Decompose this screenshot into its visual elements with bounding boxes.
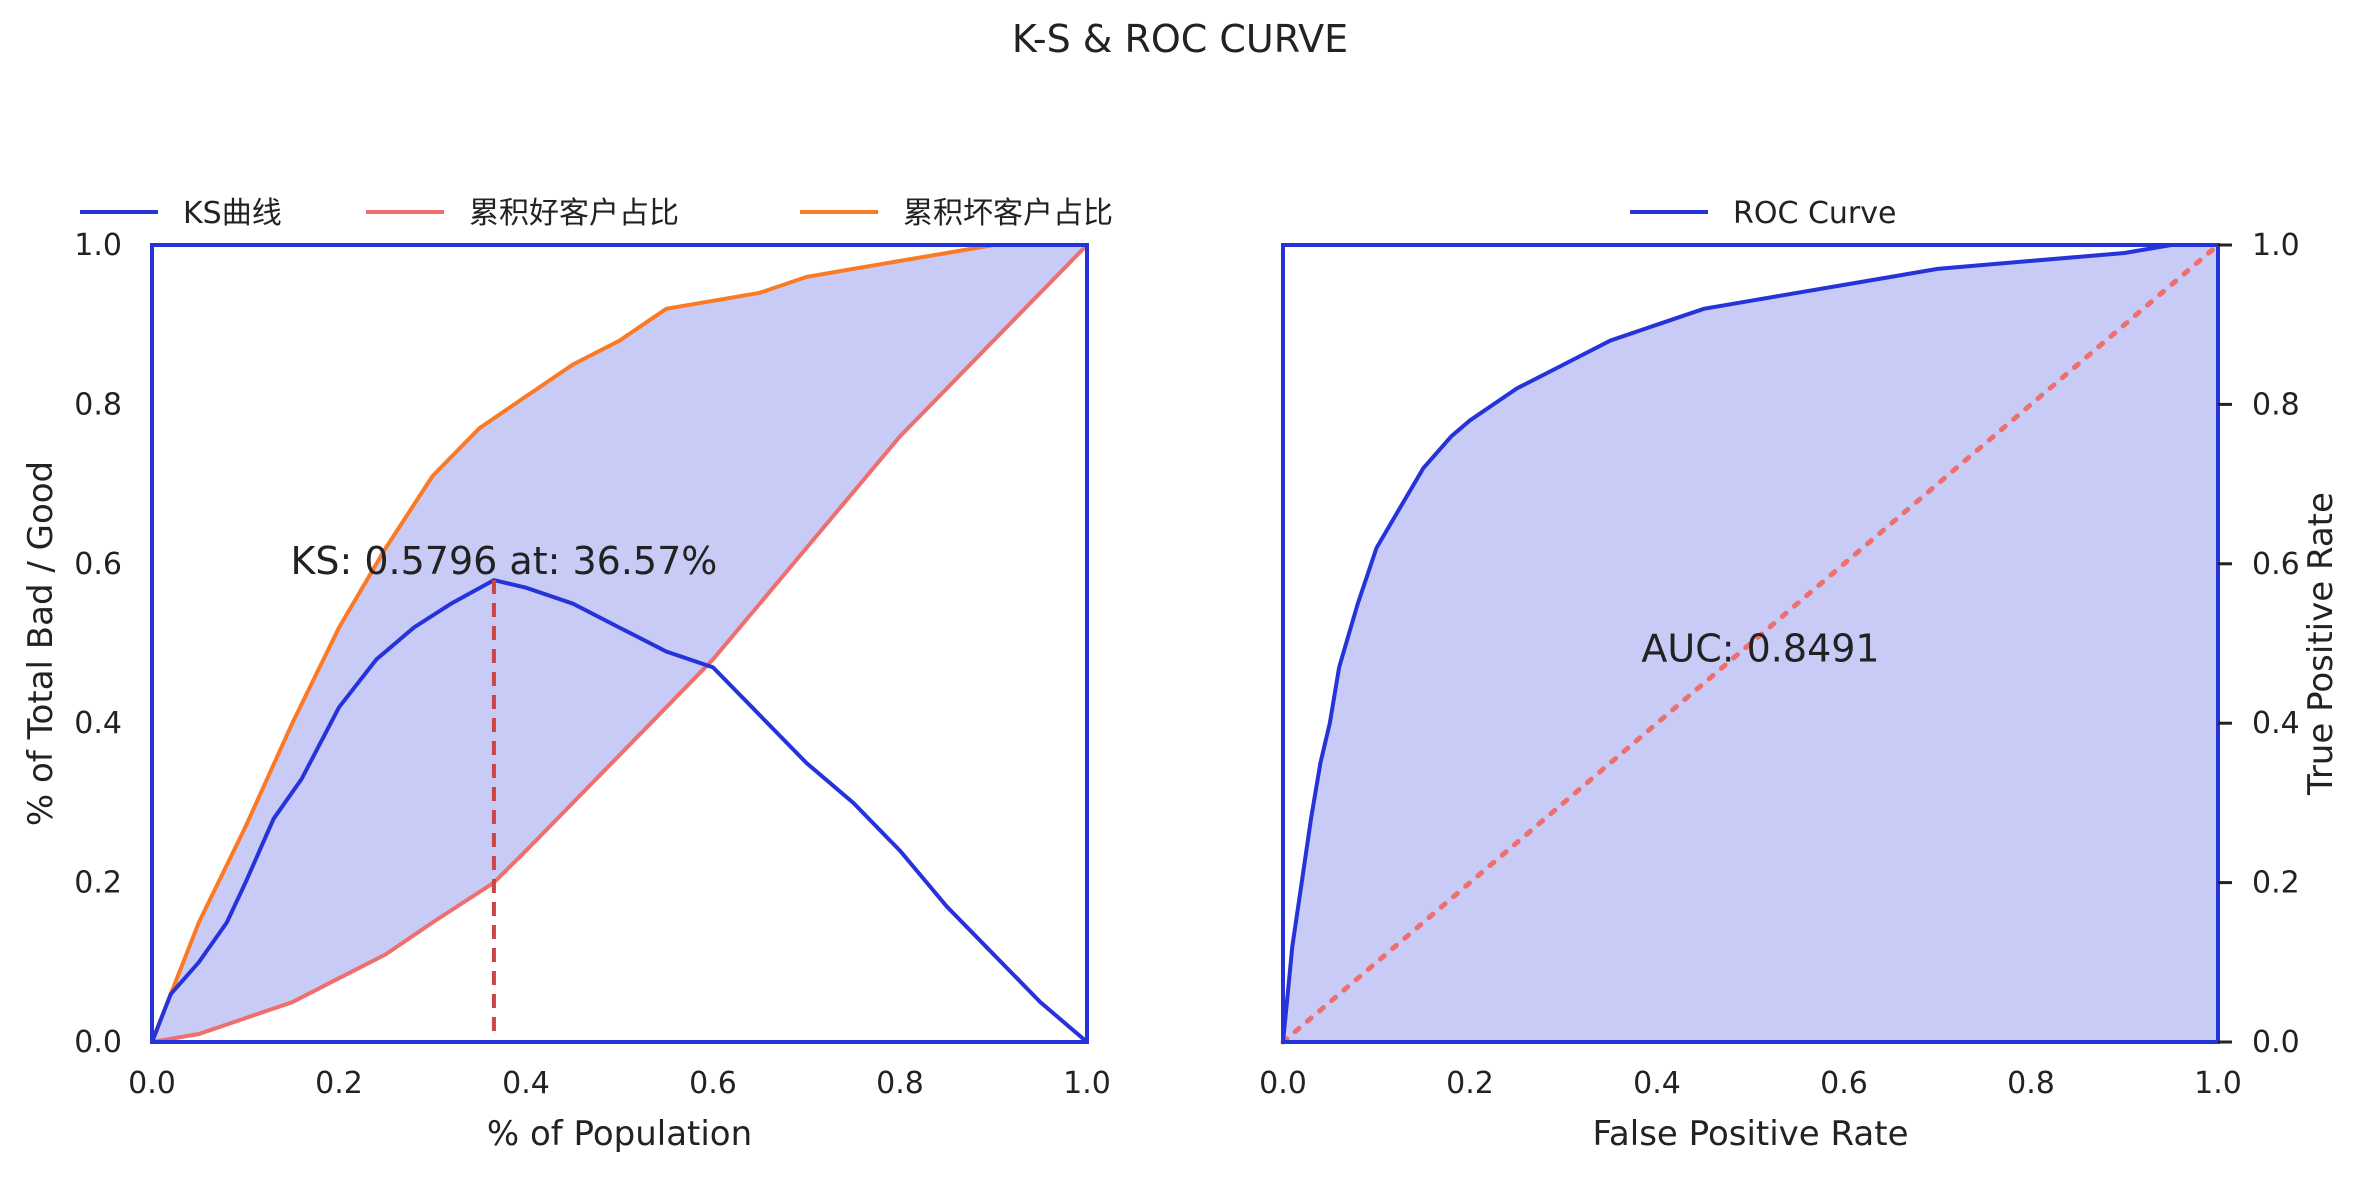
roc-line [1281, 243, 2218, 1043]
y-tick-label: 0.0 [2252, 1025, 2300, 1060]
y-tick-label: 0.4 [2252, 706, 2300, 741]
x-tick-label: 0.2 [1446, 1066, 1494, 1101]
x-tick-label: 0.6 [689, 1066, 737, 1101]
x-tick-label: 0.0 [1259, 1066, 1307, 1101]
plot-frame [1281, 243, 2220, 1044]
auc-annotation: AUC: 0.8491 [1641, 627, 1879, 671]
y-tick-label: 0.6 [74, 547, 122, 582]
ks-chart-panel: KS: 0.5796 at: 36.57% 0.0 0.2 0.4 0.6 0.8 1.0 0… [21, 196, 1113, 1154]
diagonal-reference-line [1280, 242, 2221, 1045]
y-axis-title: True Positive Rate [2301, 492, 2341, 796]
legend-label: ROC Curve [1733, 196, 1896, 231]
ks-area-fill [152, 245, 1087, 1042]
x-tick-label: 0.6 [1820, 1066, 1868, 1101]
good-cumulative-line [151, 243, 1089, 1044]
y-axis-title: % of Total Bad / Good [21, 461, 61, 826]
x-axis-title: False Positive Rate [1593, 1114, 1909, 1154]
x-tick-label: 0.0 [128, 1066, 176, 1101]
x-tick-label: 1.0 [1063, 1066, 1111, 1101]
x-tick-label: 0.2 [315, 1066, 363, 1101]
x-tick-label: 0.4 [1633, 1066, 1681, 1101]
y-tick-label: 0.6 [2252, 547, 2300, 582]
roc-chart-panel: AUC: 0.8491 0.0 0.2 0.4 0.6 0.8 1.0 0.0 0.2 0.4 0.… [1259, 196, 2341, 1154]
y-tick-label: 0.0 [74, 1025, 122, 1060]
plot-frame [150, 243, 1089, 1044]
figure-title: K-S & ROC CURVE [1012, 17, 1348, 61]
legend-label: KS曲线 [183, 196, 282, 231]
y-tick-label: 0.2 [74, 866, 122, 901]
x-tick-label: 0.8 [2007, 1066, 2055, 1101]
y-tick-label: 0.8 [74, 387, 122, 422]
y-tick-label: 1.0 [2252, 228, 2300, 263]
ks-line [150, 577, 1089, 1044]
x-tick-label: 0.8 [876, 1066, 924, 1101]
y-tick-label: 1.0 [74, 228, 122, 263]
x-tick-label: 0.4 [502, 1066, 550, 1101]
ks-annotation: KS: 0.5796 at: 36.57% [290, 539, 717, 583]
y-tick-label: 0.2 [2252, 866, 2300, 901]
y-tick-label: 0.8 [2252, 387, 2300, 422]
bad-cumulative-line [150, 243, 1087, 1043]
legend-label: 累积好客户占比 [469, 196, 679, 231]
x-axis-title: % of Population [487, 1114, 752, 1154]
y-tick-label: 0.4 [74, 706, 122, 741]
legend-label: 累积坏客户占比 [903, 196, 1113, 231]
x-tick-label: 1.0 [2194, 1066, 2242, 1101]
